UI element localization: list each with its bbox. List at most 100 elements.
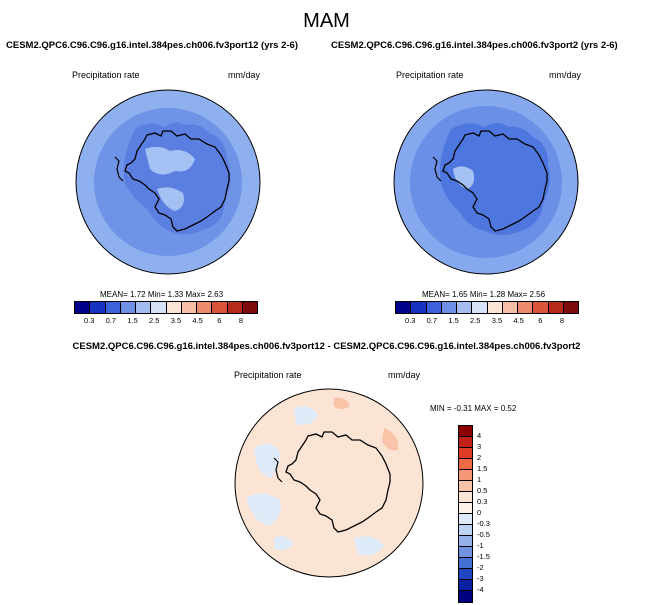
diff-colorbar-swatch	[459, 470, 472, 481]
panel-2-mean-value: 1.65	[452, 290, 468, 299]
panel-1-colorbar-swatch	[120, 302, 136, 313]
panel-2-colorbar-tick-label: 6	[538, 316, 543, 325]
panel-2-variable-label: Precipitation rate	[396, 70, 464, 80]
panel-1-max-value: 2.63	[207, 290, 224, 299]
diff-min-value: -0.31	[453, 404, 473, 413]
panel-2-colorbar	[395, 301, 579, 314]
panel-2-colorbar-swatch	[502, 302, 518, 313]
diff-colorbar-tick-label: 4	[477, 431, 482, 440]
diff-colorbar-swatch	[459, 437, 472, 448]
diff-colorbar-tick-label: 1.5	[477, 464, 488, 473]
diff-stats: MIN = -0.31 MAX = 0.52	[430, 404, 516, 413]
diff-colorbar-tick-label: -1	[477, 541, 484, 550]
panel-2-colorbar-ticks: 0.3 0.7 1.5 2.5 3.5 4.5 6 8	[395, 316, 579, 326]
panel-1-units-label: mm/day	[228, 70, 261, 80]
panel-1-colorbar-tick-label: 2.5	[149, 316, 160, 325]
panel-1-colorbar-swatch	[181, 302, 197, 313]
diff-colorbar	[458, 425, 473, 603]
diff-colorbar-swatch	[459, 448, 472, 459]
diff-colorbar-swatch	[459, 426, 472, 437]
panel-1-colorbar-swatch	[242, 302, 257, 313]
panel-1-max-label: Max=	[185, 290, 206, 299]
panel-1-colorbar-tick-label: 3.5	[170, 316, 182, 325]
panel-1-colorbar-ticks: 0.3 0.7 1.5 2.5 3.5 4.5 6 8	[74, 316, 258, 326]
panel-2-colorbar-tick-label: 0.3	[404, 316, 416, 325]
panel-2-colorbar-swatch	[487, 302, 503, 313]
panel-1-variable-label: Precipitation rate	[72, 70, 140, 80]
panel-2-mean-label: MEAN=	[422, 290, 450, 299]
panel-2-colorbar-swatch	[472, 302, 488, 313]
panel-2-colorbar-swatch	[533, 302, 549, 313]
diff-colorbar-tick-label: 0	[477, 508, 482, 517]
panel-1-polar-map	[75, 89, 261, 275]
panel-2-colorbar-swatch	[441, 302, 457, 313]
panel-1-colorbar-tick-label: 4.5	[192, 316, 203, 325]
panel-2-stats: MEAN= 1.65 Min= 1.28 Max= 2.56	[422, 290, 545, 299]
panel-2-min-value: 1.28	[489, 290, 506, 299]
panel-2-polar-map	[393, 89, 579, 275]
diff-colorbar-swatch	[459, 503, 472, 514]
panel-1-colorbar-tick-label: 8	[238, 316, 244, 325]
diff-case-title: CESM2.QPC6.C96.C96.g16.intel.384pes.ch00…	[72, 341, 581, 352]
diff-colorbar-tick-label: -2	[477, 563, 484, 572]
panel-1-colorbar-swatch	[151, 302, 167, 313]
panel-2-colorbar-swatch	[457, 302, 473, 313]
panel-2-colorbar-swatch	[518, 302, 534, 313]
panel-2-colorbar-swatch	[563, 302, 578, 313]
panel-2-colorbar-tick-label: 0.7	[426, 316, 438, 325]
panel-2-colorbar-swatch	[426, 302, 442, 313]
panel-1-mean-value: 1.72	[130, 290, 146, 299]
panel-1-mean-label: MEAN=	[100, 290, 128, 299]
panel-2-colorbar-swatch	[396, 302, 412, 313]
panel-1-colorbar-tick-label: 1.5	[127, 316, 138, 325]
diff-colorbar-tick-label: -3	[477, 574, 484, 583]
diff-max-value: 0.52	[500, 404, 517, 413]
diff-max-label: MAX =	[474, 404, 499, 413]
diff-colorbar-swatch	[459, 492, 472, 503]
panel-1-min-label: Min=	[147, 290, 166, 299]
panel-1-colorbar-swatch	[90, 302, 106, 313]
diff-colorbar-swatch	[459, 569, 472, 580]
panel-1-case-title: CESM2.QPC6.C96.C96.g16.intel.384pes.ch00…	[6, 40, 298, 51]
diff-variable-label: Precipitation rate	[234, 370, 302, 380]
diff-colorbar-swatch	[459, 558, 472, 569]
diff-colorbar-swatch	[459, 536, 472, 547]
diff-colorbar-tick-label: 0.5	[477, 486, 488, 495]
panel-1-colorbar-swatch	[227, 302, 243, 313]
panel-2-colorbar-tick-label: 1.5	[448, 316, 459, 325]
diff-colorbar-tick-label: -4	[477, 585, 484, 594]
diff-units-label: mm/day	[388, 370, 421, 380]
diff-colorbar-tick-label: -0.5	[477, 530, 490, 539]
diff-colorbar-tick-label: 0.3	[477, 497, 488, 506]
panel-1-colorbar-tick-label: 0.3	[83, 316, 95, 325]
panel-2-max-label: Max=	[507, 290, 528, 299]
panel-1-colorbar-swatch	[197, 302, 213, 313]
diff-colorbar-swatch	[459, 580, 472, 591]
diff-colorbar-tick-label: -1.5	[477, 552, 490, 561]
panel-2-colorbar-tick-label: 4.5	[513, 316, 524, 325]
panel-2-min-label: Min=	[469, 290, 488, 299]
panel-2-colorbar-swatch	[548, 302, 564, 313]
panel-1-colorbar	[74, 301, 258, 314]
panel-2-colorbar-tick-label: 3.5	[491, 316, 503, 325]
diff-colorbar-swatch	[459, 525, 472, 536]
diff-min-label: MIN =	[430, 404, 452, 413]
panel-1-stats: MEAN= 1.72 Min= 1.33 Max= 2.63	[100, 290, 223, 299]
panel-2-colorbar-tick-label: 8	[559, 316, 565, 325]
panel-2-colorbar-swatch	[411, 302, 427, 313]
diff-polar-map	[234, 388, 424, 578]
panel-2-max-value: 2.56	[529, 290, 546, 299]
diff-colorbar-swatch	[459, 547, 472, 558]
panel-2-units-label: mm/day	[549, 70, 582, 80]
diff-colorbar-tick-label: 2	[477, 453, 482, 462]
panel-1-min-value: 1.33	[167, 290, 184, 299]
panel-2-colorbar-tick-label: 2.5	[470, 316, 481, 325]
panel-1-colorbar-swatch	[136, 302, 152, 313]
diff-colorbar-ticks: 4 3 2 1.5 1 0.5 0.3 0 -0.3 -0.5 -1 -1.5 -2 -3 -4	[477, 425, 507, 605]
panel-1-colorbar-tick-label: 6	[217, 316, 222, 325]
panel-1-colorbar-swatch	[212, 302, 228, 313]
diff-colorbar-tick-label: 3	[477, 442, 482, 451]
diff-colorbar-tick-label: 1	[477, 475, 482, 484]
panel-1-colorbar-swatch	[166, 302, 182, 313]
diff-colorbar-swatch	[459, 514, 472, 525]
